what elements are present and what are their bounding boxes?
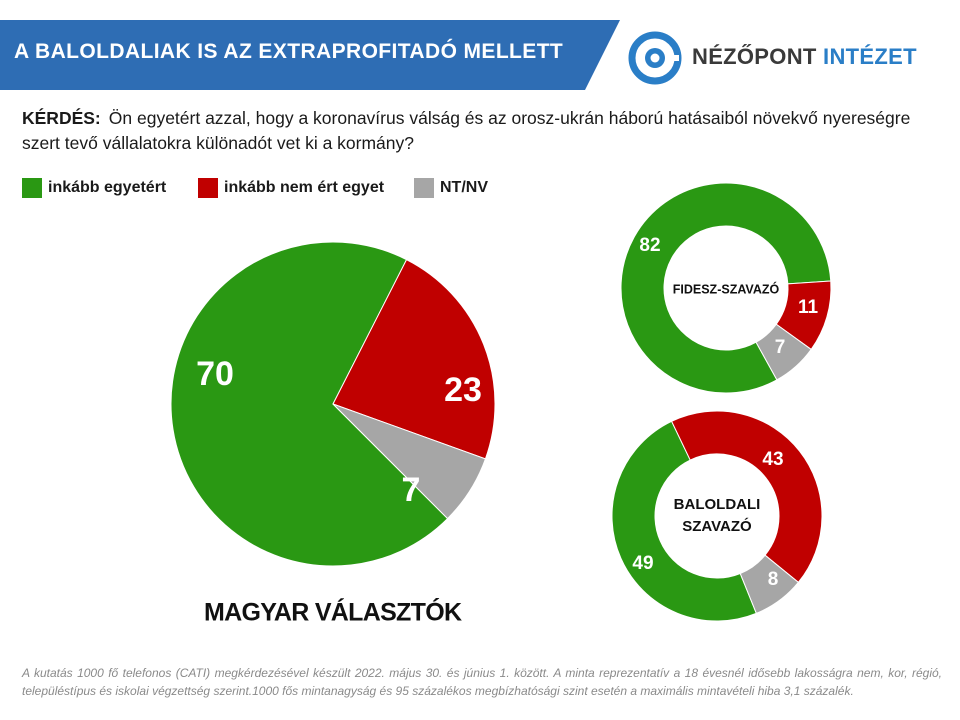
legend-swatch-disagree [198,178,218,198]
data-label-dontknow: 7 [775,337,786,358]
footnote: A kutatás 1000 fő telefonos (CATI) megké… [22,666,942,698]
slice-agree [170,241,449,567]
nezopont-target-icon [628,31,682,85]
data-label-agree: 70 [196,355,234,393]
question-text: Ön egyetért azzal, hogy a koronavírus vá… [22,108,911,153]
slice-dontknow [332,403,487,520]
question-label: KÉRDÉS: [22,108,101,128]
legend-swatch-agree [22,178,42,198]
data-label-disagree: 11 [798,297,819,318]
donut-title-fidesz: FIDESZ-SZAVAZÓ [673,281,780,296]
data-label-dontknow: 7 [402,471,421,509]
legend-label-disagree: inkább nem ért egyet [224,179,385,196]
data-label-disagree: 43 [762,449,783,470]
page-title: A BALOLDALIAK IS AZ EXTRAPROFITADÓ MELLE… [14,40,564,63]
data-label-dontknow: 8 [768,569,779,590]
data-label-disagree: 23 [444,371,482,409]
banner-shape [0,20,620,90]
slice-agree [620,182,832,394]
donut-title-left-line2: SZAVAZÓ [682,517,752,535]
logo-text: NÉZŐPONT INTÉZET [692,44,917,70]
legend-swatch-dontknow [414,178,434,198]
legend-label-agree: inkább egyetért [48,179,167,196]
slice-dontknow [739,554,800,615]
donut-chart-left: 49 43 8 BALOLDALI SZAVAZÓ [611,410,823,622]
slice-disagree [332,258,496,460]
slice-dontknow [755,323,812,381]
data-label-agree: 82 [639,235,660,256]
donut-title-left-line1: BALOLDALI [674,496,761,513]
slice-disagree [670,410,823,584]
logo-text-part1: NÉZŐPONT [692,44,817,69]
header-banner: A BALOLDALIAK IS AZ EXTRAPROFITADÓ MELLE… [0,0,960,90]
question-block: KÉRDÉS: Ön egyetért azzal, hogy a koronav… [22,106,922,156]
logo-text-part2: INTÉZET [823,44,917,69]
pie-chart-hungarian-voters: 70 23 7 MAGYAR VÁLASZTÓK [170,241,496,627]
legend-label-dontknow: NT/NV [440,179,488,196]
donut-chart-fidesz: 82 11 7 FIDESZ-SZAVAZÓ [620,182,832,394]
slice-agree [611,420,757,622]
pie-title-hungarian-voters: MAGYAR VÁLASZTÓK [204,597,462,627]
data-label-agree: 49 [632,553,653,574]
